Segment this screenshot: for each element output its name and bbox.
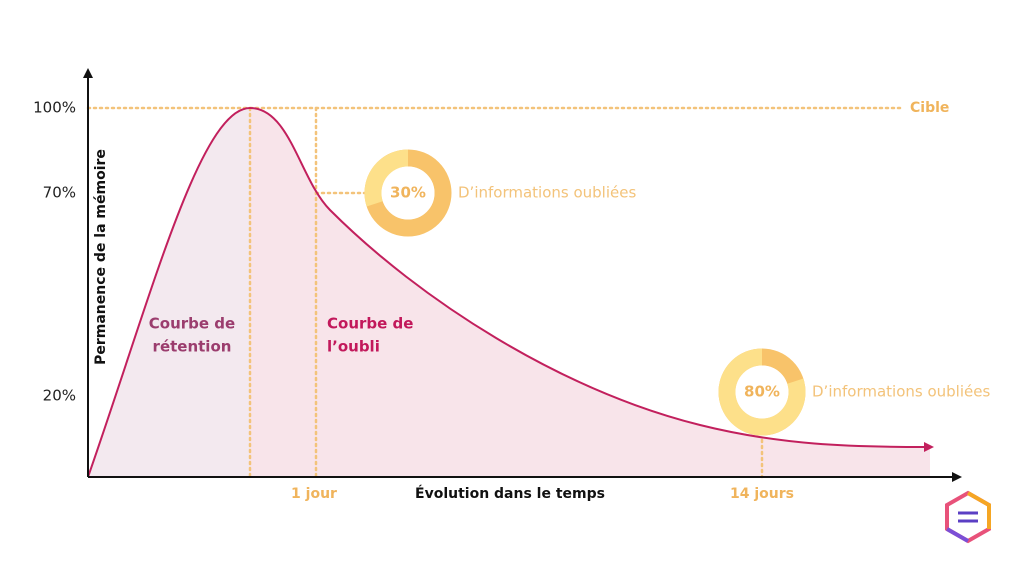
y-tick-label: 100% — [33, 99, 76, 117]
forgetting-label: Courbe de — [327, 315, 413, 333]
donuts: 30% D’informations oubliées 80% D’informati… — [364, 149, 990, 436]
x-tick-label: 1 jour — [291, 486, 337, 502]
donut-share — [718, 348, 806, 436]
forgetting-label: l’oubli — [327, 338, 380, 356]
forgetting-curve — [87, 106, 926, 478]
callout-text: D’informations oubliées — [812, 383, 990, 401]
x-axis-arrow — [952, 472, 962, 482]
y-tick-label: 70% — [43, 184, 76, 202]
curve-arrow — [924, 442, 934, 452]
donut-share — [364, 149, 409, 207]
y-axis-arrow — [83, 68, 93, 78]
x-tick-label: 14 jours — [730, 486, 794, 502]
target-label: Cible — [910, 100, 949, 116]
y-tick-label: 20% — [43, 387, 76, 405]
logo — [945, 490, 991, 544]
donut-hole — [735, 365, 789, 419]
donut-label: 30% — [390, 184, 426, 202]
callout-text: D’informations oubliées — [458, 184, 636, 202]
donut-hole — [381, 166, 435, 220]
curve-area — [88, 108, 930, 477]
retention-label: Courbe de — [149, 315, 235, 333]
donut-label: 80% — [744, 383, 780, 401]
retention-label: rétention — [153, 338, 232, 356]
y-axis-title: Permanence de la mémoire — [93, 149, 109, 365]
x-axis-title: Évolution dans le temps — [415, 485, 605, 502]
